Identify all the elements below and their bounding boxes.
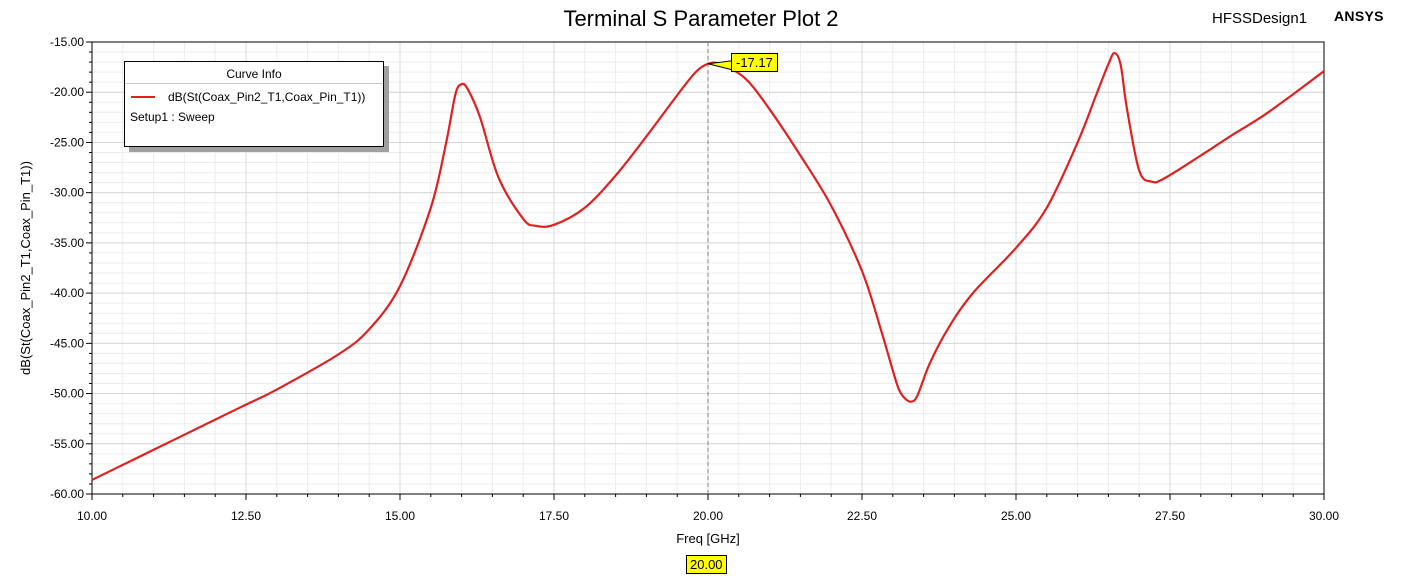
x-tick-label: 30.00 [1309, 509, 1339, 523]
legend-setup-row: Setup1 : Sweep [125, 110, 383, 126]
y-tick-label: -15.00 [50, 35, 84, 49]
x-tick-label: 27.50 [1155, 509, 1185, 523]
y-tick-label: -40.00 [50, 286, 84, 300]
marker-value-label[interactable]: -17.17 [731, 53, 778, 72]
x-tick-label: 17.50 [539, 509, 569, 523]
y-tick-labels: -15.00 -20.00 -25.00 -30.00 -35.00 -40.00 -45.… [50, 35, 84, 501]
y-tick-label: -35.00 [50, 236, 84, 250]
x-tick-labels: 10.00 12.50 15.00 17.50 20.00 22.50 25.00 27.50… [77, 509, 1339, 523]
y-tick-label: -20.00 [50, 85, 84, 99]
series-line[interactable] [91, 51, 1325, 481]
chart-title: Terminal S Parameter Plot 2 [563, 6, 839, 31]
y-tick-label: -60.00 [50, 487, 84, 501]
legend-item[interactable]: dB(St(Coax_Pin2_T1,Coax_Pin_T1)) [125, 89, 383, 105]
x-tick-label: 25.00 [1001, 509, 1031, 523]
legend-setup: Setup1 : Sweep [130, 110, 215, 124]
legend[interactable]: Curve Info dB(St(Coax_Pin2_T1,Coax_Pin_T… [124, 61, 384, 147]
x-tick-label: 20.00 [693, 509, 723, 523]
x-axis-label: Freq [GHz] [676, 531, 740, 546]
y-tick-label: -25.00 [50, 135, 84, 149]
legend-series-name: dB(St(Coax_Pin2_T1,Coax_Pin_T1)) [168, 90, 366, 104]
x-tick-label: 10.00 [77, 509, 107, 523]
brand-logo: ANSYS [1334, 8, 1384, 24]
series-group [91, 51, 1325, 481]
design-name: HFSSDesign1 [1212, 10, 1308, 27]
x-tick-label: 12.50 [231, 509, 261, 523]
legend-swatch [131, 96, 155, 98]
y-tick-label: -50.00 [50, 387, 84, 401]
y-tick-label: -45.00 [50, 336, 84, 350]
marker-frequency-label[interactable]: 20.00 [686, 555, 727, 574]
x-tick-label: 22.50 [847, 509, 877, 523]
x-tick-label: 15.00 [385, 509, 415, 523]
y-axis-label: dB(St(Coax_Pin2_T1,Coax_Pin_T1)) [18, 161, 33, 375]
y-tick-label: -55.00 [50, 437, 84, 451]
y-tick-label: -30.00 [50, 186, 84, 200]
legend-title: Curve Info [125, 67, 383, 84]
